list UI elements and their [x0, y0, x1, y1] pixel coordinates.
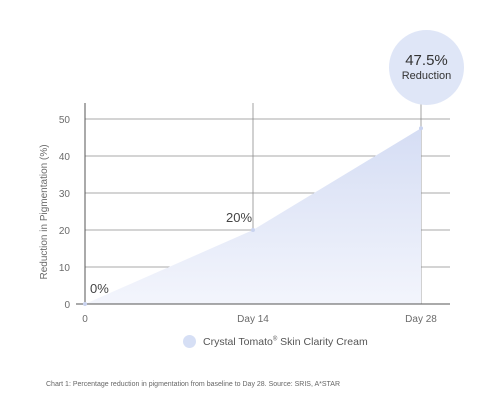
series-area — [85, 128, 421, 304]
legend-swatch — [183, 335, 196, 348]
data-point — [251, 228, 255, 232]
data-label: 0% — [90, 281, 109, 296]
x-tick-label: Day 28 — [405, 314, 437, 325]
legend-label: Crystal Tomato® Skin Clarity Cream — [203, 335, 368, 348]
data-point — [83, 302, 87, 306]
y-tick-label: 20 — [59, 226, 71, 237]
legend: Crystal Tomato® Skin Clarity Cream — [183, 335, 368, 348]
tick-labels: 0 10 20 30 40 50 0 Day 14 Day 28 — [59, 115, 437, 325]
chart-caption: Chart 1: Percentage reduction in pigment… — [46, 381, 341, 388]
x-tick-label: 0 — [82, 314, 88, 325]
data-label: 20% — [226, 210, 252, 225]
y-tick-label: 10 — [59, 263, 71, 274]
callout-bubble: 47.5% Reduction — [389, 30, 464, 105]
axes — [76, 103, 450, 305]
y-tick-label: 0 — [64, 300, 70, 311]
y-axis-label: Reduction in Pigmentation (%) — [39, 144, 50, 279]
x-tick-label: Day 14 — [237, 314, 269, 325]
data-marks: 0% 20% — [83, 126, 423, 306]
data-point — [419, 126, 423, 131]
callout-value: 47.5% — [405, 52, 448, 69]
y-tick-label: 50 — [59, 115, 71, 126]
callout-text: Reduction — [401, 70, 452, 82]
y-tick-label: 40 — [59, 152, 71, 163]
y-tick-label: 30 — [59, 189, 71, 200]
